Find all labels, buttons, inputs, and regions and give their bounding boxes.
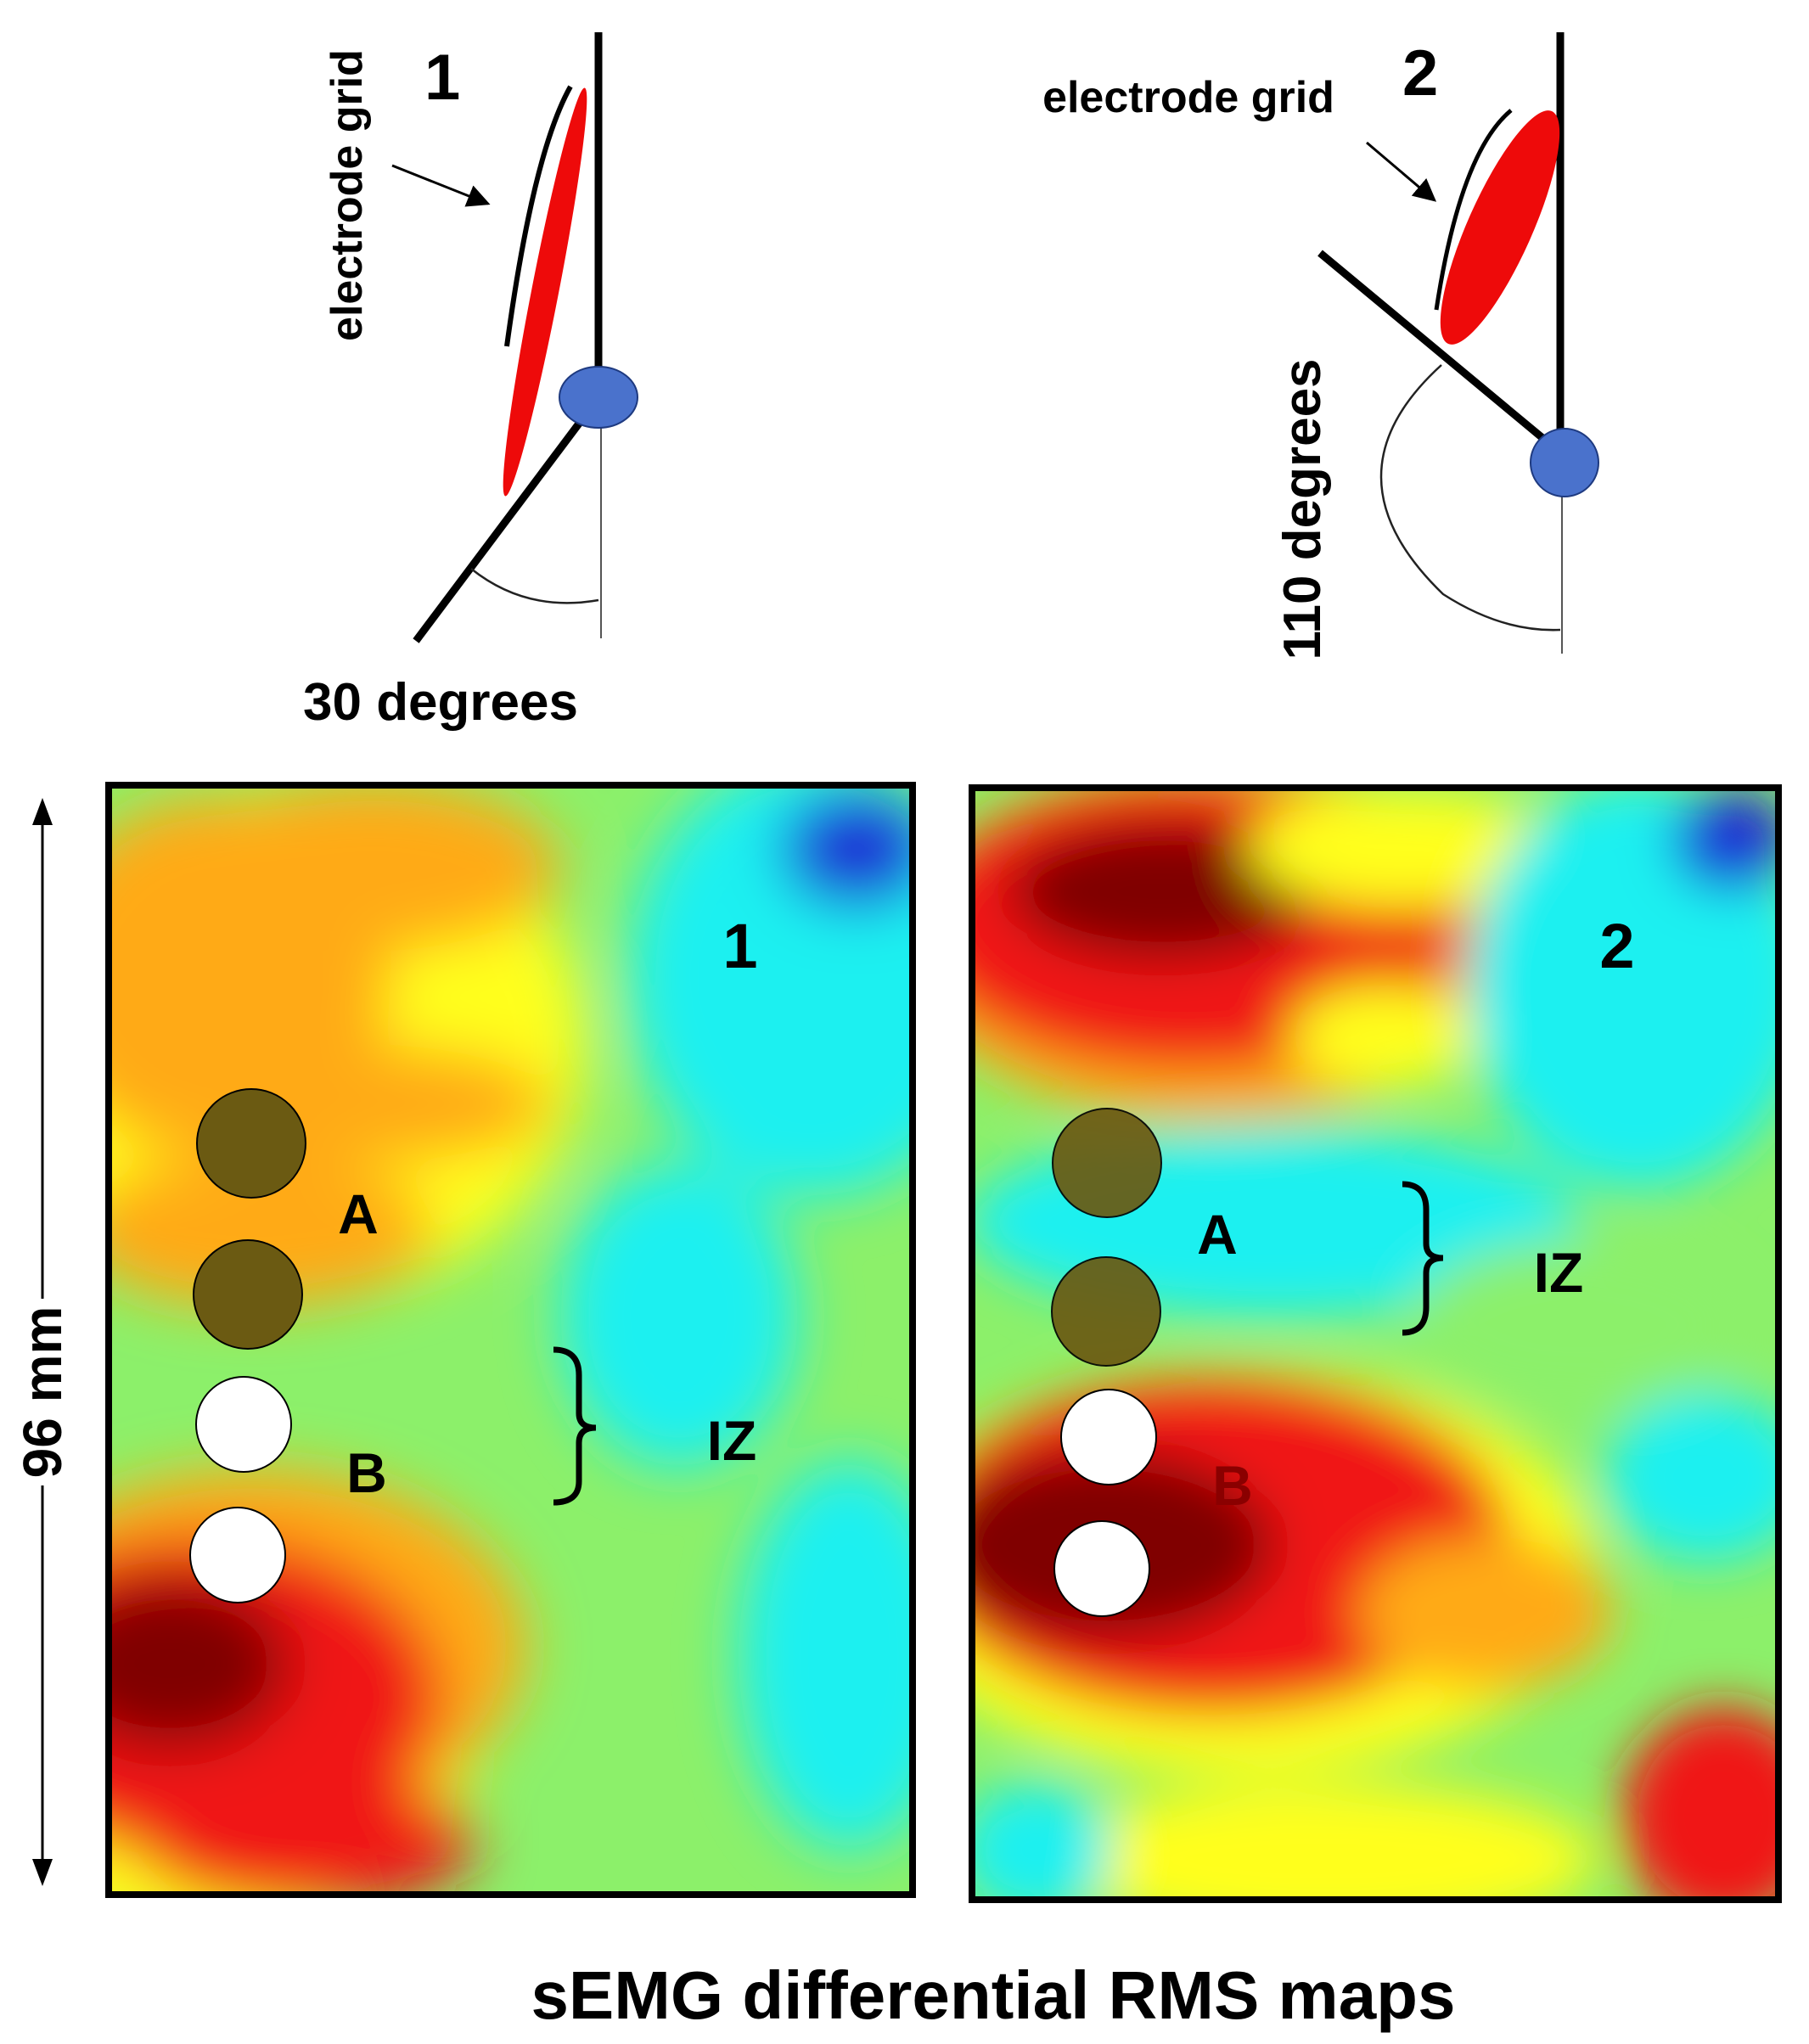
- scale-arrow-down-icon: [32, 1859, 53, 1886]
- electrode-a-upper: [1052, 1108, 1162, 1218]
- electrode-grid-label: electrode grid: [323, 49, 372, 341]
- map-frame: [969, 784, 1782, 1903]
- electrode-pair-b-label: B: [1212, 1454, 1253, 1517]
- electrode-a-lower: [1051, 1256, 1161, 1367]
- pointer-arrow: [1366, 141, 1437, 202]
- figure-caption: sEMG differential RMS maps: [531, 1957, 1455, 2033]
- map-frame: [105, 782, 916, 1898]
- joint-circle: [1530, 428, 1599, 497]
- angle-arc: [1379, 364, 1561, 632]
- electrode-pair-b-label: B: [346, 1441, 387, 1504]
- electrode-a-lower: [193, 1239, 303, 1350]
- schematic-2: 2 electrode grid 110 degrees: [1042, 32, 1599, 660]
- iz-label: IZ: [707, 1409, 757, 1472]
- skin-curve: [1434, 109, 1513, 311]
- scale-bar: 96 mm: [12, 798, 73, 1886]
- limb-segment: [413, 418, 585, 643]
- joint-circle: [559, 366, 638, 429]
- muscle-shape: [503, 87, 587, 497]
- angle-label: 30 degrees: [303, 673, 578, 732]
- scale-label: 96 mm: [12, 1306, 73, 1479]
- schematic-number: 1: [424, 42, 460, 114]
- muscle-shape: [1440, 110, 1560, 345]
- electrode-pair-a-label: A: [338, 1182, 379, 1245]
- scale-arrow-up-icon: [32, 798, 53, 825]
- iz-label: IZ: [1534, 1241, 1584, 1304]
- electrode-b-upper: [195, 1376, 292, 1473]
- electrode-grid-label: electrode grid: [1042, 73, 1334, 122]
- angle-label: 110 degrees: [1273, 358, 1332, 660]
- iz-bracket: [553, 1346, 597, 1506]
- angle-arc: [470, 568, 599, 604]
- rms-map-2: A B IZ 2: [969, 784, 1782, 1903]
- iz-bracket: [1402, 1181, 1444, 1336]
- electrode-b-lower: [189, 1507, 286, 1603]
- rms-map-1: A B IZ 1: [105, 782, 916, 1898]
- pointer-arrow: [391, 164, 491, 207]
- map-number: 2: [1599, 911, 1634, 981]
- electrode-b-upper: [1060, 1389, 1157, 1485]
- skin-curve: [504, 85, 573, 347]
- electrode-b-lower: [1053, 1520, 1150, 1617]
- electrode-pair-a-label: A: [1197, 1203, 1238, 1266]
- schematic-number: 2: [1402, 37, 1438, 110]
- map-number: 1: [722, 911, 757, 981]
- schematic-1: 1 electrode grid 30 degrees: [303, 32, 638, 732]
- limb-segment: [1317, 250, 1549, 445]
- electrode-a-upper: [196, 1088, 306, 1199]
